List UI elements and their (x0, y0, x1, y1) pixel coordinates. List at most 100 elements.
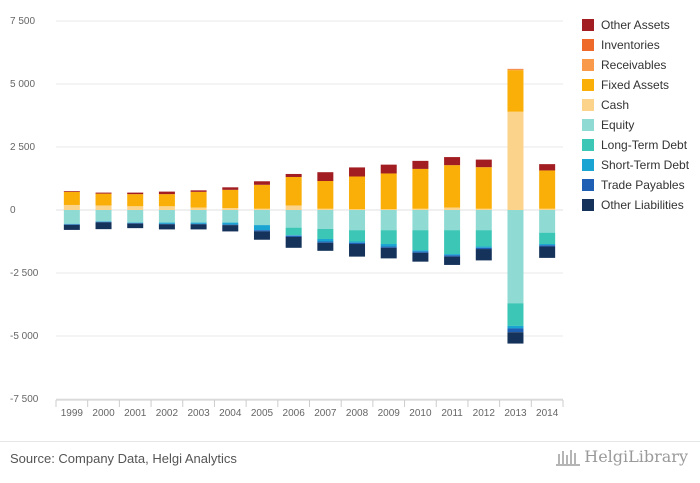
legend-item[interactable]: Long-Term Debt (582, 135, 689, 155)
bar-segment[interactable] (412, 250, 429, 252)
bar-segment[interactable] (63, 204, 80, 210)
bar-segment[interactable] (63, 223, 80, 225)
bar-segment[interactable] (380, 247, 397, 259)
bar-segment[interactable] (349, 210, 366, 231)
bar-segment[interactable] (475, 159, 492, 168)
bar-segment[interactable] (475, 249, 492, 261)
bar-segment[interactable] (380, 209, 397, 210)
bar-segment[interactable] (380, 244, 397, 247)
bar-segment[interactable] (444, 255, 461, 257)
bar-segment[interactable] (127, 192, 144, 195)
bar-segment[interactable] (190, 190, 207, 192)
bar-segment[interactable] (317, 208, 334, 210)
bar-segment[interactable] (222, 222, 239, 225)
bar-segment[interactable] (158, 210, 175, 223)
bar-segment[interactable] (95, 193, 112, 206)
bar-segment[interactable] (475, 208, 492, 210)
bar-segment[interactable] (127, 223, 144, 229)
bar-segment[interactable] (539, 246, 556, 258)
bar-segment[interactable] (444, 157, 461, 166)
bar-segment[interactable] (412, 252, 429, 262)
bar-segment[interactable] (349, 167, 366, 177)
bar-segment[interactable] (475, 167, 492, 209)
bar-segment[interactable] (507, 303, 524, 326)
bar-segment[interactable] (507, 325, 524, 329)
bar-segment[interactable] (222, 187, 239, 190)
bar-segment[interactable] (158, 194, 175, 207)
bar-segment[interactable] (222, 210, 239, 223)
bar-segment[interactable] (380, 246, 397, 248)
bar-segment[interactable] (285, 235, 302, 236)
bar-segment[interactable] (444, 230, 461, 255)
bar-segment[interactable] (412, 230, 429, 251)
bar-segment[interactable] (539, 164, 556, 171)
bar-segment[interactable] (380, 173, 397, 210)
bar-segment[interactable] (158, 206, 175, 210)
bar-segment[interactable] (190, 224, 207, 230)
legend-item[interactable]: Inventories (582, 35, 689, 55)
bar-segment[interactable] (444, 254, 461, 256)
bar-segment[interactable] (158, 224, 175, 230)
bar-segment[interactable] (444, 207, 461, 210)
bar-segment[interactable] (95, 221, 112, 222)
bar-segment[interactable] (127, 206, 144, 210)
bar-segment[interactable] (380, 230, 397, 245)
bar-segment[interactable] (507, 210, 524, 304)
bar-segment[interactable] (539, 208, 556, 210)
legend-item[interactable]: Equity (582, 115, 689, 135)
bar-segment[interactable] (285, 205, 302, 210)
bar-segment[interactable] (253, 231, 270, 240)
bar-segment[interactable] (190, 223, 207, 225)
bar-segment[interactable] (507, 111, 524, 210)
bar-segment[interactable] (63, 210, 80, 224)
bar-segment[interactable] (317, 238, 334, 242)
bar-segment[interactable] (349, 241, 366, 243)
bar-segment[interactable] (222, 189, 239, 208)
bar-segment[interactable] (285, 210, 302, 228)
bar-segment[interactable] (380, 210, 397, 231)
bar-segment[interactable] (475, 210, 492, 231)
bar-segment[interactable] (63, 224, 80, 230)
bar-segment[interactable] (285, 173, 302, 177)
bar-segment[interactable] (507, 70, 524, 112)
bar-segment[interactable] (95, 205, 112, 210)
bar-segment[interactable] (475, 246, 492, 248)
bar-segment[interactable] (539, 244, 556, 246)
bar-segment[interactable] (253, 184, 270, 209)
bar-segment[interactable] (127, 222, 144, 224)
bar-segment[interactable] (380, 164, 397, 174)
bar-segment[interactable] (412, 210, 429, 231)
bar-segment[interactable] (127, 210, 144, 223)
bar-segment[interactable] (349, 244, 366, 257)
bar-segment[interactable] (444, 210, 461, 231)
bar-segment[interactable] (317, 210, 334, 229)
bar-segment[interactable] (285, 236, 302, 248)
bar-segment[interactable] (158, 223, 175, 225)
bar-segment[interactable] (507, 68, 524, 70)
bar-segment[interactable] (190, 207, 207, 210)
bar-segment[interactable] (285, 235, 302, 237)
bar-segment[interactable] (253, 210, 270, 226)
bar-segment[interactable] (317, 172, 334, 182)
bar-segment[interactable] (158, 191, 175, 195)
bar-segment[interactable] (95, 222, 112, 230)
bar-segment[interactable] (539, 170, 556, 209)
bar-segment[interactable] (317, 242, 334, 251)
bar-segment[interactable] (190, 210, 207, 223)
bar-segment[interactable] (317, 181, 334, 209)
bar-segment[interactable] (190, 222, 207, 224)
bar-segment[interactable] (63, 224, 80, 225)
bar-segment[interactable] (507, 69, 524, 71)
bar-segment[interactable] (317, 228, 334, 239)
bar-segment[interactable] (95, 210, 112, 222)
bar-segment[interactable] (222, 207, 239, 210)
bar-segment[interactable] (253, 225, 270, 231)
legend-item[interactable]: Receivables (582, 55, 689, 75)
bar-segment[interactable] (285, 227, 302, 236)
bar-segment[interactable] (190, 191, 207, 208)
bar-segment[interactable] (539, 210, 556, 233)
bar-segment[interactable] (507, 332, 524, 344)
bar-segment[interactable] (539, 232, 556, 245)
legend-item[interactable]: Other Liabilities (582, 195, 689, 215)
bar-segment[interactable] (507, 328, 524, 333)
